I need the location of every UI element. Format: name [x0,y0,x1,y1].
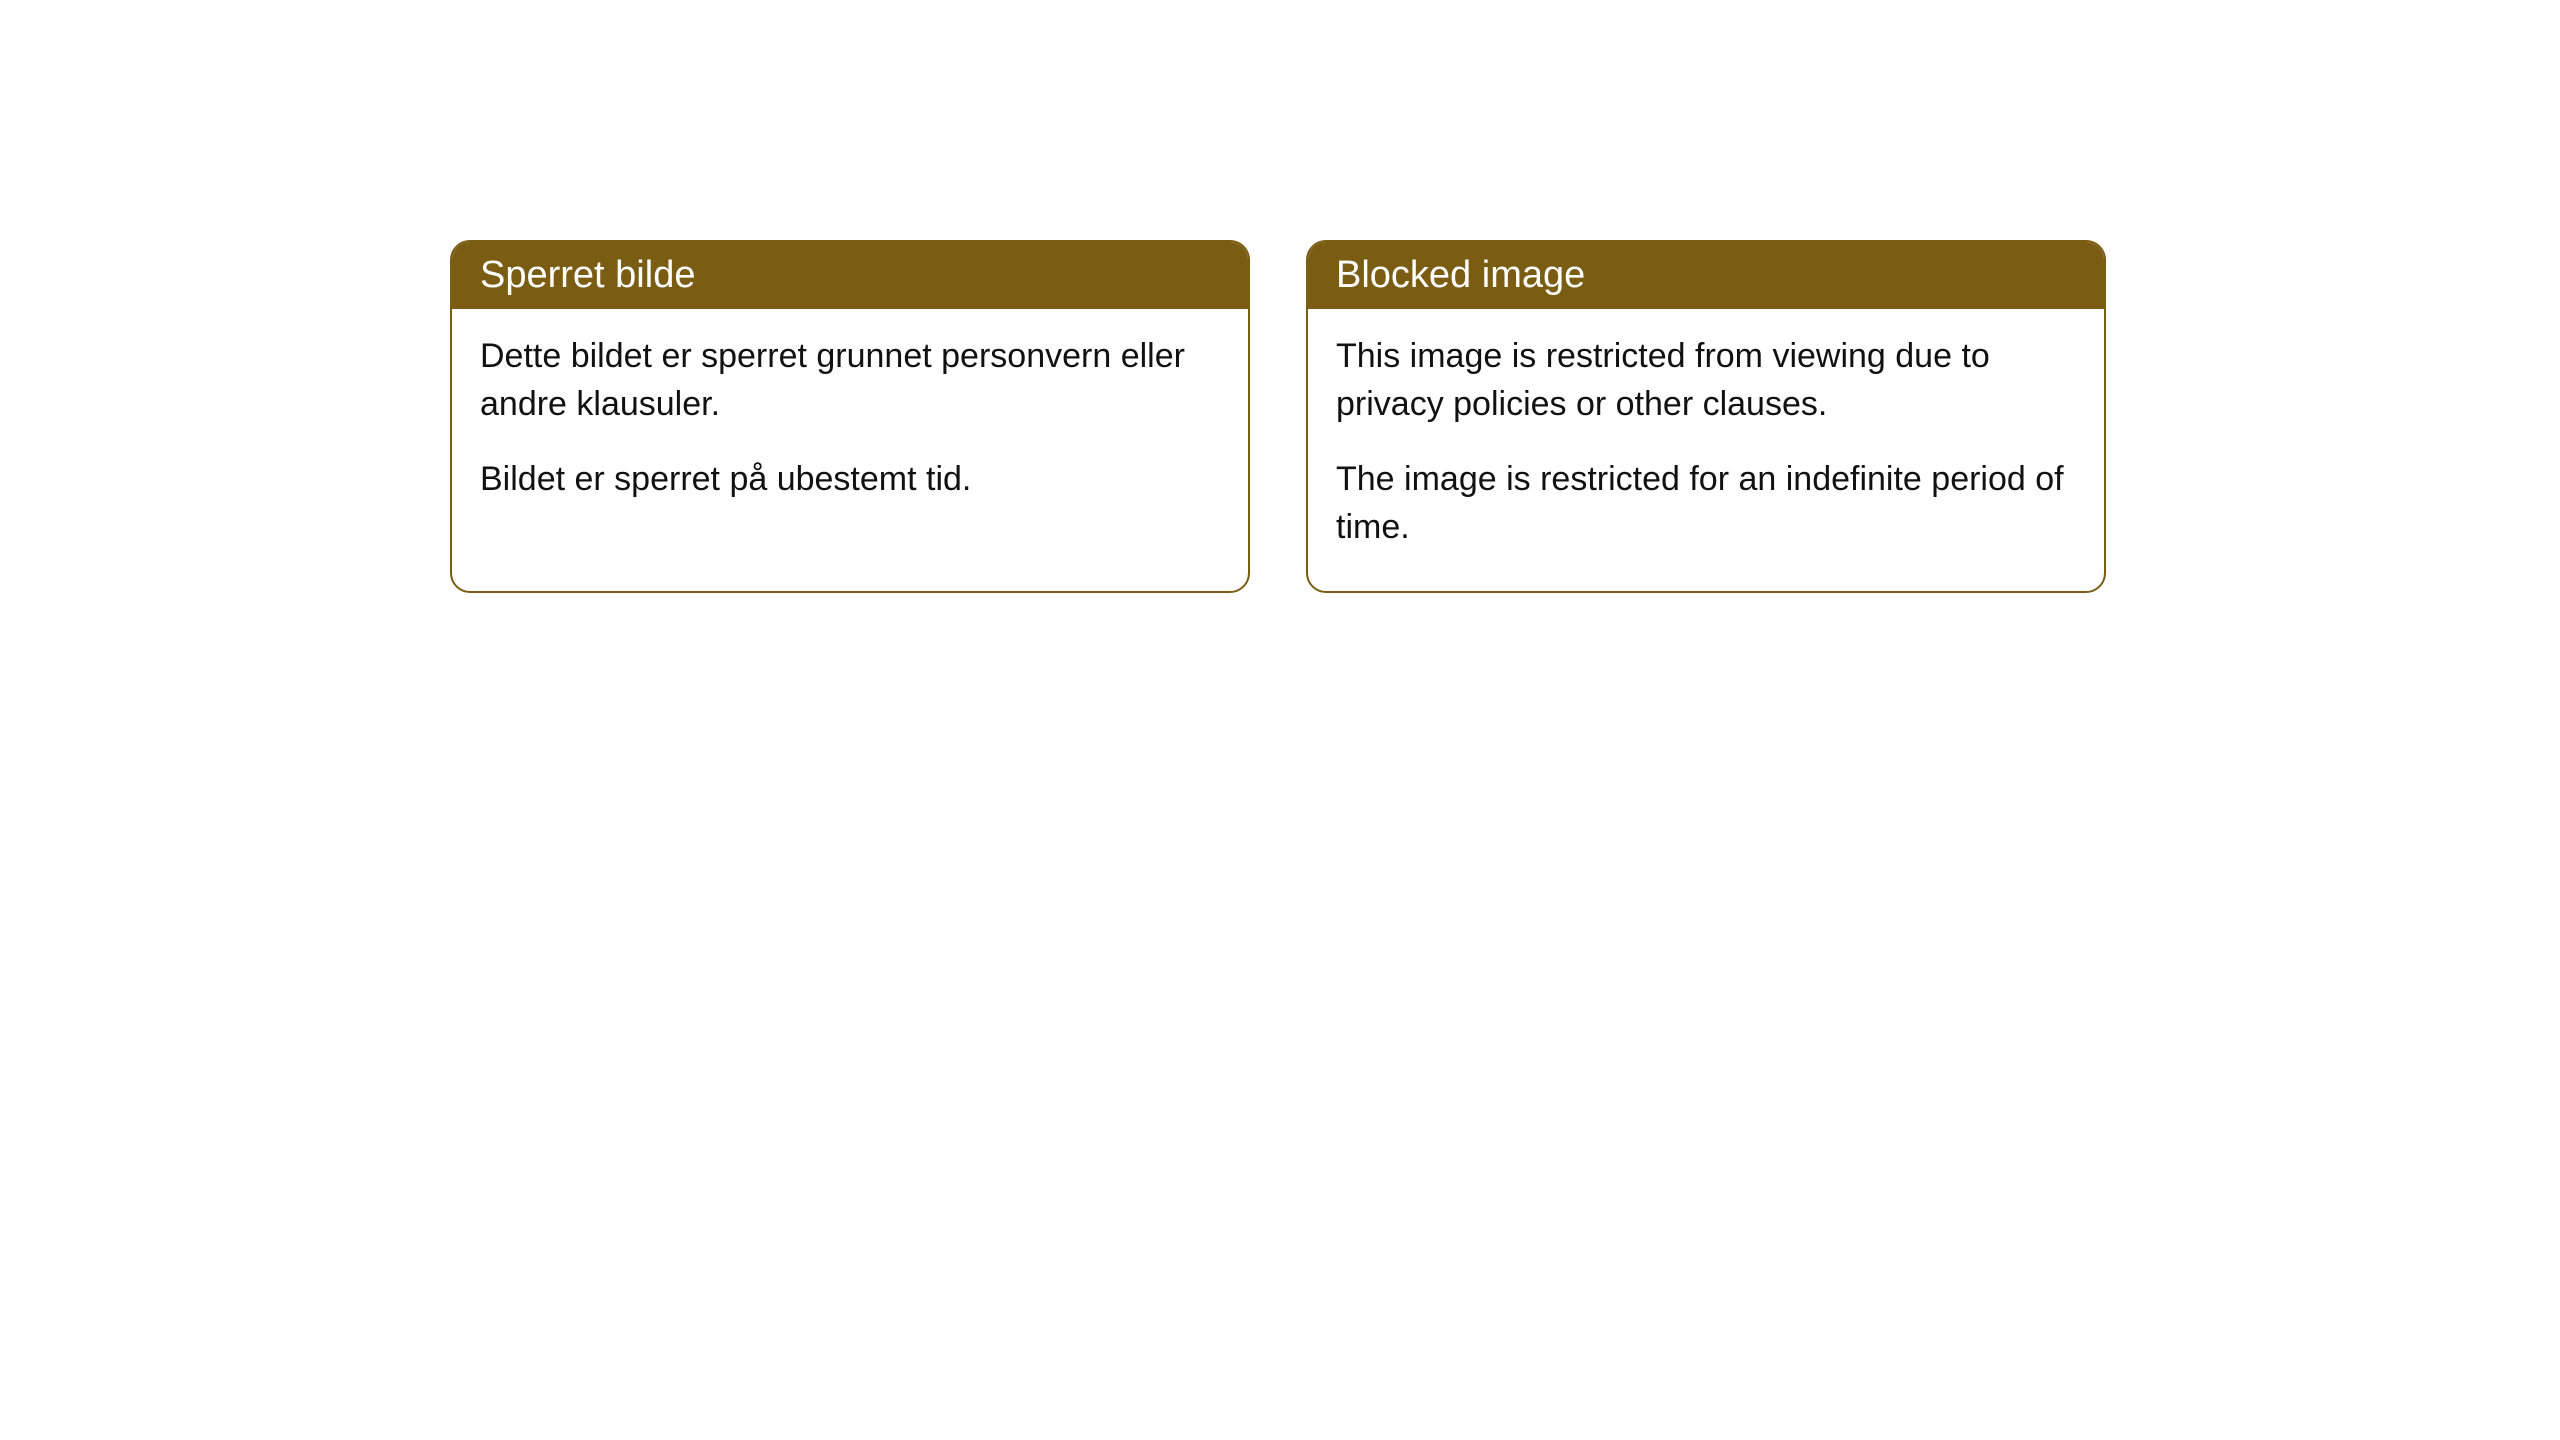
card-body-english: This image is restricted from viewing du… [1308,309,2104,591]
cards-container: Sperret bilde Dette bildet er sperret gr… [450,240,2106,593]
card-title-norwegian: Sperret bilde [480,254,695,296]
card-paragraph-2-english: The image is restricted for an indefinit… [1336,456,2076,551]
card-paragraph-1-norwegian: Dette bildet er sperret grunnet personve… [480,333,1220,428]
card-header-norwegian: Sperret bilde [452,242,1248,309]
blocked-image-card-norwegian: Sperret bilde Dette bildet er sperret gr… [450,240,1250,593]
card-title-english: Blocked image [1336,254,1585,296]
card-paragraph-2-norwegian: Bildet er sperret på ubestemt tid. [480,456,1220,504]
blocked-image-card-english: Blocked image This image is restricted f… [1306,240,2106,593]
card-paragraph-1-english: This image is restricted from viewing du… [1336,333,2076,428]
card-body-norwegian: Dette bildet er sperret grunnet personve… [452,309,1248,544]
card-header-english: Blocked image [1308,242,2104,309]
